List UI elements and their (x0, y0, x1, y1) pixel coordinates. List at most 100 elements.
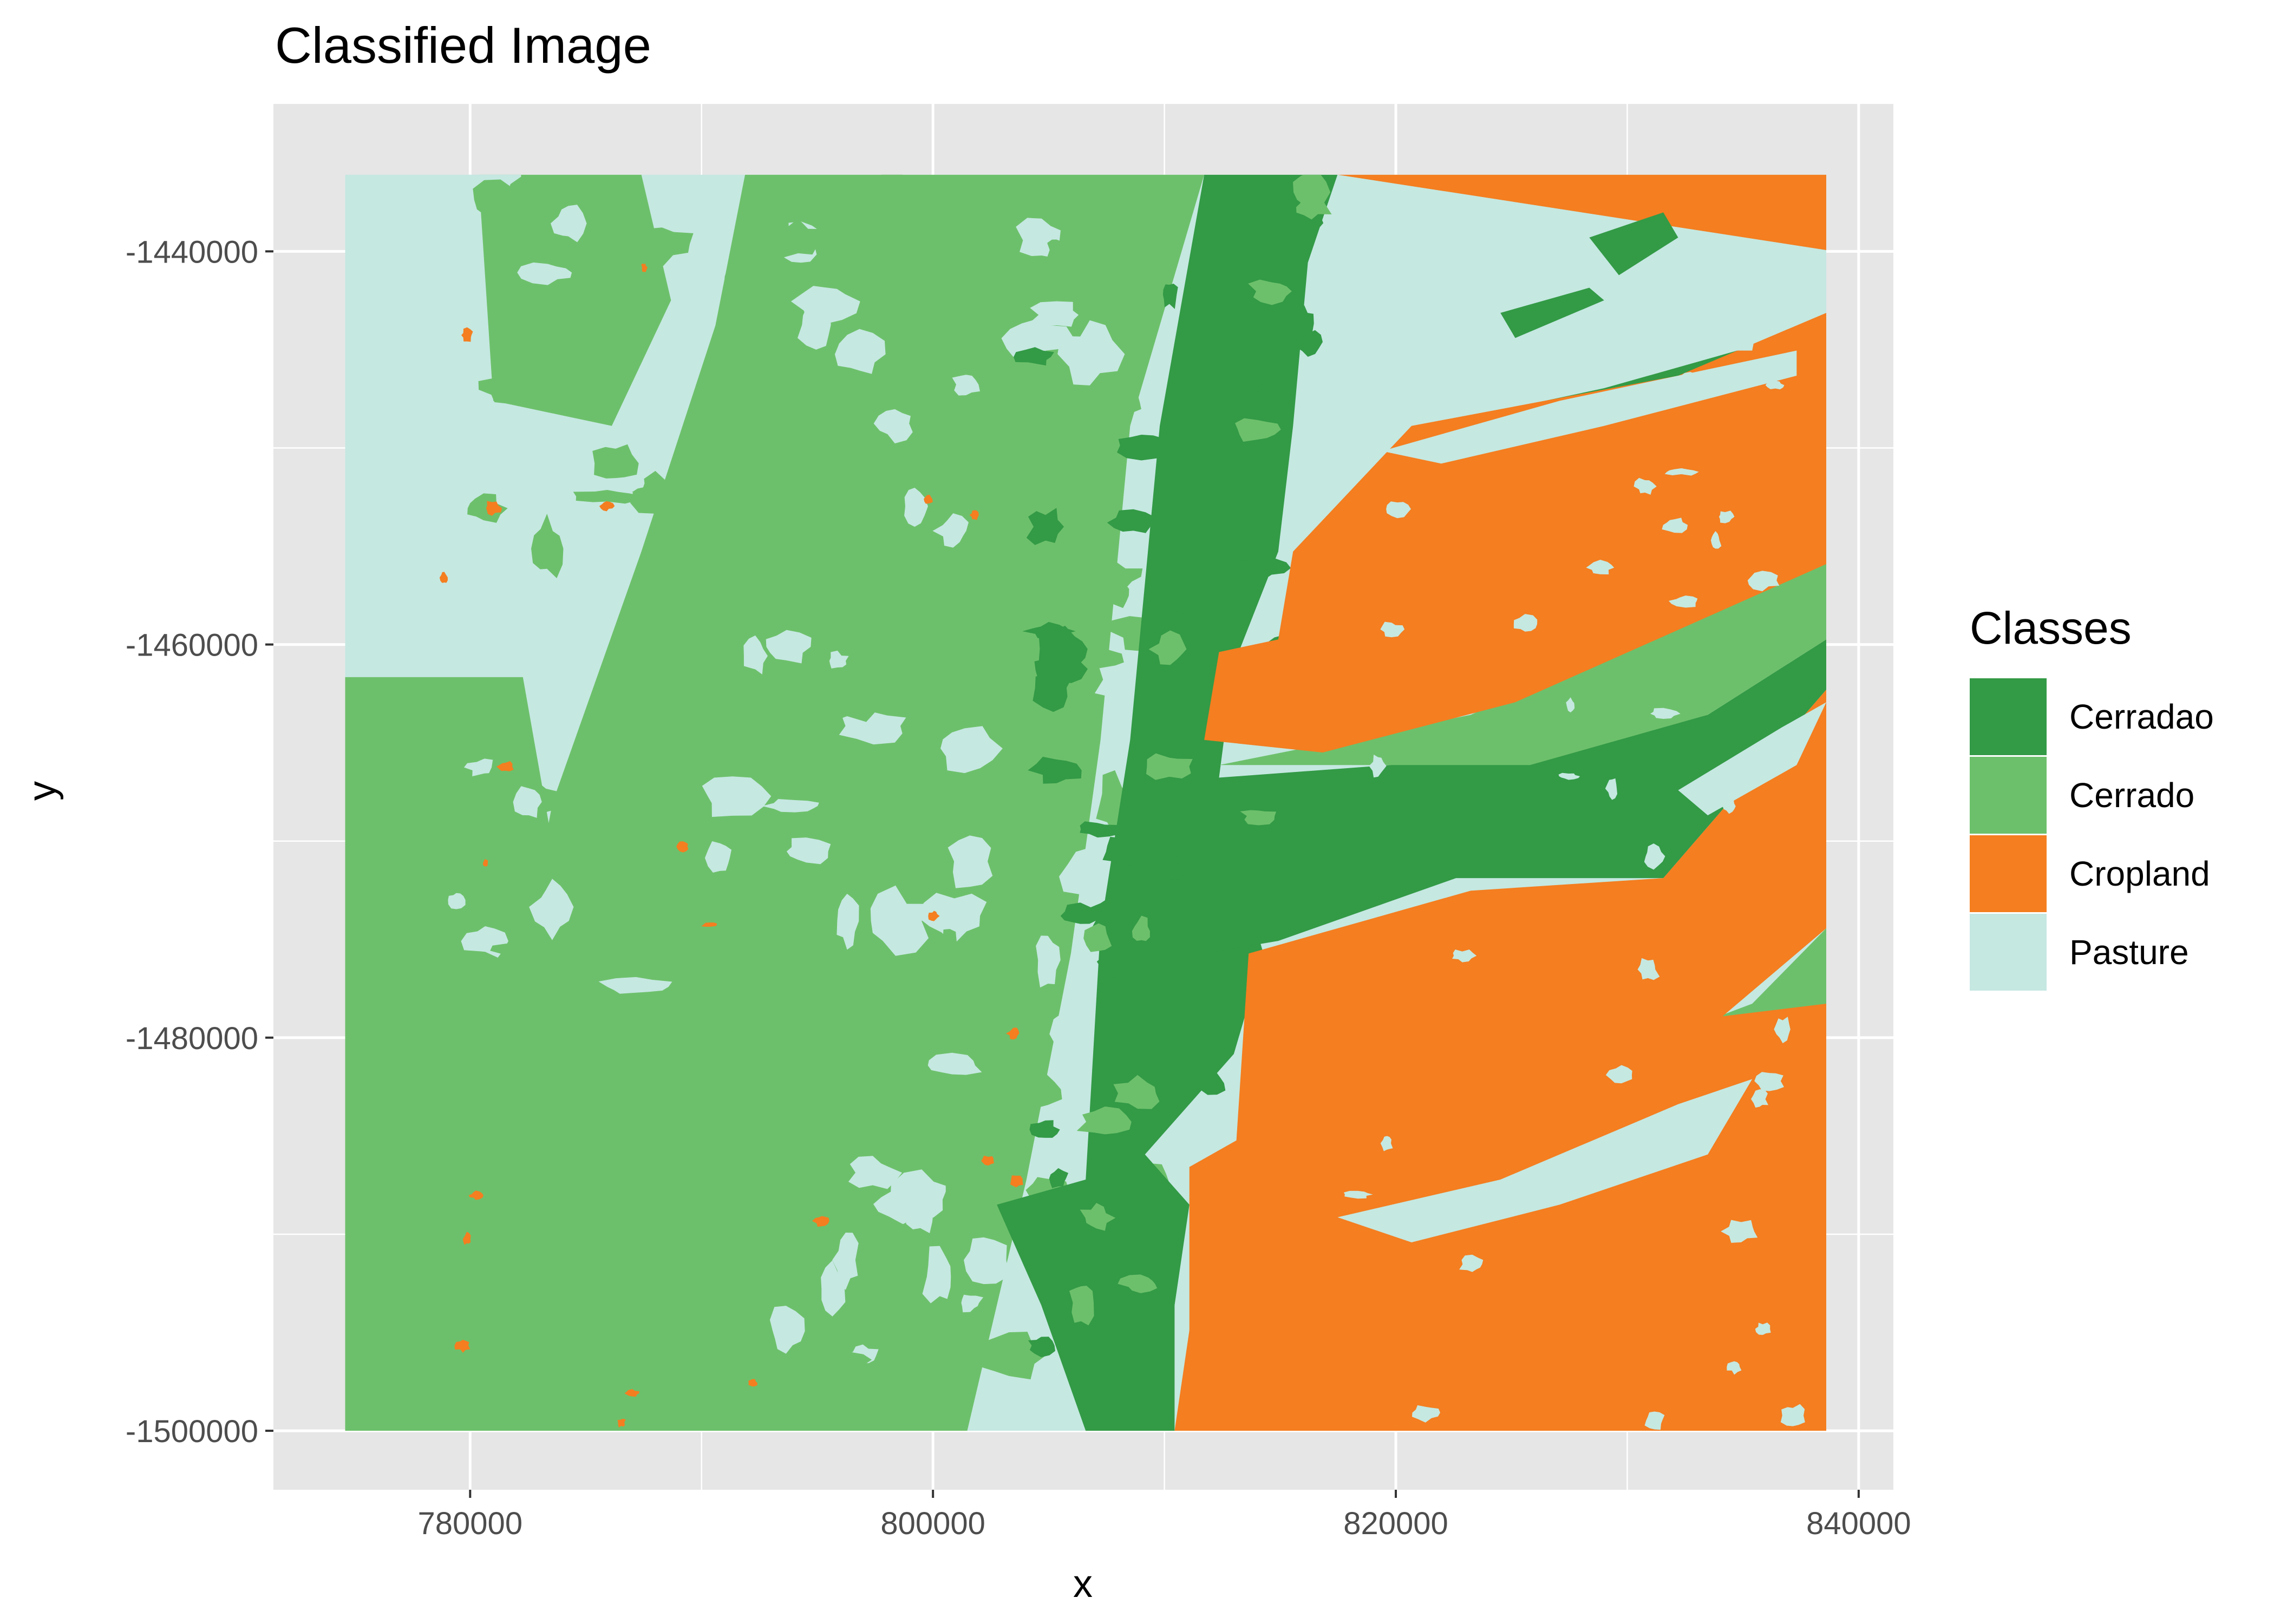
raster-mosaic-blob (1028, 1337, 1055, 1358)
raster-cropland-speck (748, 1379, 757, 1387)
raster-mosaic-blob (1109, 960, 1129, 978)
raster-mosaic-blob (1240, 810, 1277, 826)
raster-mosaic-blob (422, 1086, 447, 1103)
raster-mosaic-blob (870, 174, 917, 225)
raster-mosaic-blob (488, 751, 507, 797)
raster-mosaic-blob (935, 929, 964, 990)
raster-mosaic-blob (1148, 630, 1187, 665)
raster-cropland-speck (617, 1418, 626, 1428)
raster-mosaic-blob (1094, 582, 1129, 609)
x-tick-label: 840000 (1806, 1506, 1911, 1541)
raster-mosaic-blob (1047, 239, 1066, 262)
raster-mosaic-blob (948, 835, 993, 888)
raster-mosaic-blob (1029, 1120, 1060, 1138)
raster-mosaic-blob (882, 234, 909, 259)
raster-mosaic-blob (1020, 1258, 1039, 1319)
raster-pasture-speck (1602, 311, 1617, 321)
raster-mosaic-blob (473, 179, 529, 222)
raster-mosaic-blob (715, 400, 737, 447)
raster-pasture-speck (1452, 949, 1477, 962)
raster-mosaic-blob (1033, 666, 1074, 712)
raster-pasture-speck (1664, 468, 1699, 476)
raster-mosaic-blob (952, 375, 981, 396)
raster-pasture-speck (1644, 843, 1665, 870)
raster-mosaic-blob (790, 286, 860, 324)
raster-mosaic-blob (881, 663, 901, 716)
raster-cropland-north (1204, 174, 1827, 753)
raster-pasture-speck (1566, 697, 1575, 713)
raster-cropland-speck (1010, 1175, 1023, 1188)
legend-key-cerradao (1970, 678, 2047, 755)
raster-pasture-speck (1710, 531, 1722, 549)
raster-pasture-strip (1337, 1079, 1753, 1243)
y-tick-label: -1440000 (126, 234, 258, 270)
raster-mosaic-blob (762, 199, 783, 236)
raster-cropland-speck (439, 572, 448, 583)
legend-key-cerrado (1970, 757, 2047, 834)
raster-pasture-speck (1369, 754, 1387, 778)
legend-label-cerrado: Cerrado (2069, 776, 2195, 815)
raster-mosaic-blob (839, 710, 906, 745)
raster-mosaic-blob (1107, 509, 1154, 533)
raster-cropland-speck (981, 1155, 995, 1166)
raster-pasture-speck (1755, 1322, 1771, 1335)
raster-pasture-speck (1774, 1017, 1791, 1044)
raster-pasture-speck (1343, 1190, 1373, 1199)
x-axis-ticks: 780000 800000 820000 840000 (418, 1490, 1911, 1541)
raster-mosaic-blob (1076, 1106, 1132, 1135)
raster-mosaic-blob (1095, 448, 1117, 507)
raster-mosaic-blob (1248, 279, 1292, 305)
raster-mosaic-blob (1178, 432, 1213, 469)
raster-mosaic-blob (767, 218, 827, 259)
raster-mosaic-blob (1294, 330, 1323, 357)
raster-mosaic-blob (591, 363, 619, 416)
raster-mosaic-blob (868, 348, 941, 394)
y-axis-ticks: -1440000 -1460000 -1480000 -1500000 (126, 234, 273, 1449)
raster-mosaic-blob (1038, 625, 1088, 671)
raster-pasture-speck (1420, 231, 1452, 244)
raster-mosaic-blob (1057, 320, 1125, 386)
raster-mosaic-blob (448, 893, 466, 909)
raster-mosaic-blob (812, 505, 864, 561)
raster-mosaic-blob (832, 1232, 859, 1290)
raster-mosaic-blob (1116, 434, 1165, 461)
raster-mosaic-blob (1083, 923, 1112, 952)
raster-cropland-speck (624, 1389, 640, 1397)
raster-mosaic-blob (1059, 847, 1115, 896)
raster-mosaic-blob (1036, 935, 1061, 988)
raster-pasture-speck (1484, 241, 1517, 253)
raster-pasture-speck (1513, 614, 1538, 632)
raster-pasture-speck (1668, 595, 1698, 608)
raster-mosaic-blob (1058, 1236, 1079, 1284)
raster-mosaic-blob (981, 783, 1043, 804)
raster-mosaic-blob (916, 893, 987, 944)
raster-mosaic-blob (513, 786, 542, 818)
raster-mosaic-blob (1030, 301, 1079, 327)
x-tick-label: 800000 (880, 1506, 985, 1541)
raster-mosaic-blob (665, 566, 702, 629)
raster-cropland-speck (676, 841, 689, 853)
raster-mosaic-blob (584, 993, 650, 1038)
raster-mosaic-blob (1118, 1274, 1158, 1293)
raster-cropland-speck (486, 501, 502, 516)
raster-mosaic-blob (1080, 821, 1121, 838)
raster-mosaic-blob (762, 799, 819, 813)
raster-mosaic-blob (1080, 1203, 1116, 1231)
raster-mosaic-blob (747, 317, 767, 369)
raster-mosaic-blob (837, 998, 899, 1017)
raster-cropland-speck (969, 510, 979, 520)
raster-mosaic-blob (904, 487, 928, 527)
raster-mosaic-blob (478, 377, 549, 404)
raster-mosaic-blob (529, 879, 574, 940)
raster-mosaic-blob (724, 247, 790, 298)
raster-mosaic-blob (1011, 552, 1086, 606)
raster-mosaic-blob (1060, 902, 1103, 924)
raster-mosaic-blob (1296, 195, 1332, 220)
raster-cropland-speck (701, 922, 717, 927)
raster-pasture-speck (1644, 1411, 1665, 1430)
raster-cropland-speck (1005, 1027, 1020, 1040)
y-tick-label: -1460000 (126, 628, 258, 663)
raster-mosaic-blob (927, 1052, 982, 1075)
raster-pasture-speck (1650, 708, 1681, 719)
